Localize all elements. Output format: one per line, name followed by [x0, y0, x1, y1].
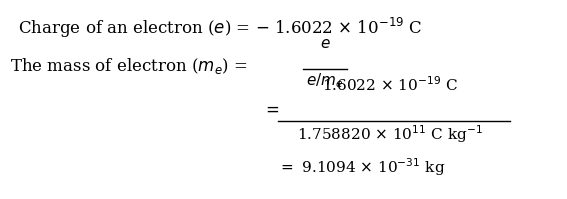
Text: The mass of electron ($m_e$) =: The mass of electron ($m_e$) =	[10, 56, 248, 76]
Text: 1.6022 $\times$ 10$^{-19}$ C: 1.6022 $\times$ 10$^{-19}$ C	[322, 75, 458, 94]
Text: $=$ 9.1094 $\times$ 10$^{-31}$ kg: $=$ 9.1094 $\times$ 10$^{-31}$ kg	[278, 156, 445, 178]
Text: 1.758820 $\times$ 10$^{11}$ C kg$^{-1}$: 1.758820 $\times$ 10$^{11}$ C kg$^{-1}$	[297, 123, 483, 145]
Text: Charge of an electron ($e$) = $-$ 1.6022 $\times$ 10$^{-19}$ C: Charge of an electron ($e$) = $-$ 1.6022…	[18, 16, 422, 40]
Text: $=$: $=$	[262, 100, 280, 117]
Text: $e/m_e$: $e/m_e$	[306, 71, 344, 90]
Text: $e$: $e$	[320, 37, 331, 51]
